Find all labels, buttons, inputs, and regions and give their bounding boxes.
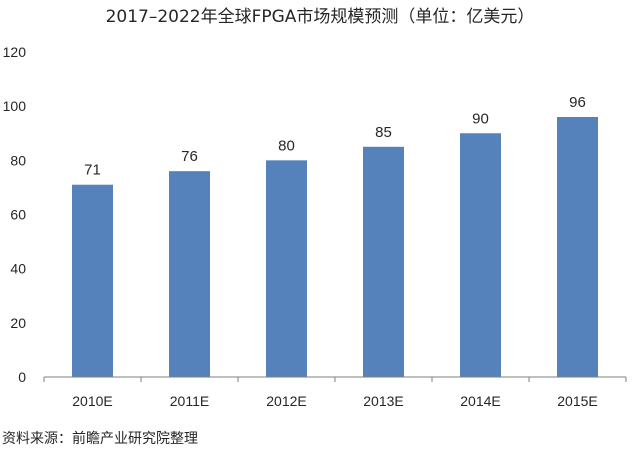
value-labels: 71 76 80 85 90 96: [84, 94, 586, 179]
y-tick-label: 0: [18, 369, 26, 385]
chart-title: 2017–2022年全球FPGA市场规模预测（单位：亿美元）: [105, 7, 535, 27]
value-label: 71: [84, 162, 101, 179]
bar-2013E: [363, 146, 404, 377]
y-tick-label: 120: [3, 44, 27, 60]
y-tick-label: 40: [10, 261, 26, 277]
bar-2015E: [557, 117, 598, 377]
y-tick-label: 20: [10, 315, 26, 331]
x-tick-label: 2013E: [363, 393, 403, 409]
bar-2010E: [72, 184, 113, 377]
y-axis-ticks: 0 20 40 60 80 100 120: [3, 44, 27, 385]
y-tick-label: 60: [10, 207, 26, 223]
value-label: 85: [375, 124, 392, 141]
value-label: 96: [569, 94, 586, 111]
source-note: 资料来源：前瞻产业研究院整理: [2, 431, 198, 447]
bar-2011E: [169, 171, 210, 377]
bar-2012E: [266, 160, 307, 377]
y-tick-label: 80: [10, 152, 26, 168]
value-label: 76: [181, 148, 198, 165]
value-label: 90: [472, 110, 489, 127]
x-tick-label: 2011E: [170, 393, 209, 409]
y-tick-label: 100: [3, 98, 27, 114]
x-tick-label: 2010E: [72, 393, 112, 409]
bars: [72, 117, 598, 377]
x-tick-label: 2012E: [266, 393, 306, 409]
x-axis-ticks: 2010E 2011E 2012E 2013E 2014E 2015E: [43, 377, 627, 409]
x-tick-label: 2014E: [460, 393, 500, 409]
value-label: 80: [278, 137, 295, 154]
x-tick-label: 2015E: [557, 393, 597, 409]
bar-2014E: [460, 133, 501, 377]
